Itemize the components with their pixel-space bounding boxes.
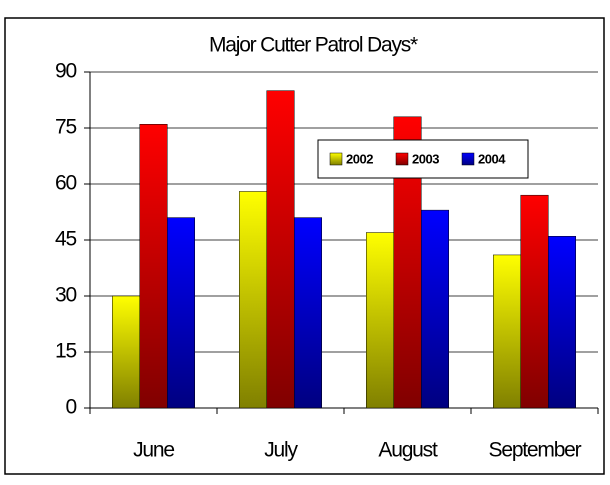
bar: [366, 232, 394, 409]
chart-title: Major Cutter Patrol Days*: [209, 34, 418, 57]
bar: [520, 194, 549, 409]
legend-label: 2004: [478, 151, 506, 166]
y-tick-label: 90: [55, 60, 76, 83]
y-tick-label: 75: [55, 116, 76, 139]
bar: [139, 124, 168, 409]
legend-label: 2002: [346, 151, 373, 166]
x-tick-label: September: [489, 439, 582, 462]
bar: [112, 295, 140, 409]
legend: 2002 2003 2004: [317, 139, 529, 179]
y-tick-label: 0: [66, 396, 77, 419]
bar: [239, 191, 267, 409]
bar: [294, 217, 322, 409]
y-tick-label: 45: [55, 228, 76, 251]
legend-label: 2003: [412, 151, 439, 166]
x-tick-label: June: [133, 439, 174, 462]
bar: [266, 90, 295, 409]
x-tick-label: July: [264, 439, 298, 462]
y-tick-label: 15: [55, 340, 76, 363]
x-tick-label: August: [378, 439, 438, 462]
legend-swatch: [395, 152, 409, 166]
bar: [493, 254, 521, 409]
legend-swatch: [329, 152, 343, 166]
y-tick-label: 60: [55, 172, 76, 195]
legend-box: [317, 139, 529, 179]
y-tick-label: 30: [55, 284, 76, 307]
legend-swatch: [461, 152, 475, 166]
bar: [167, 217, 195, 409]
bar: [421, 209, 449, 409]
bar: [548, 236, 576, 409]
